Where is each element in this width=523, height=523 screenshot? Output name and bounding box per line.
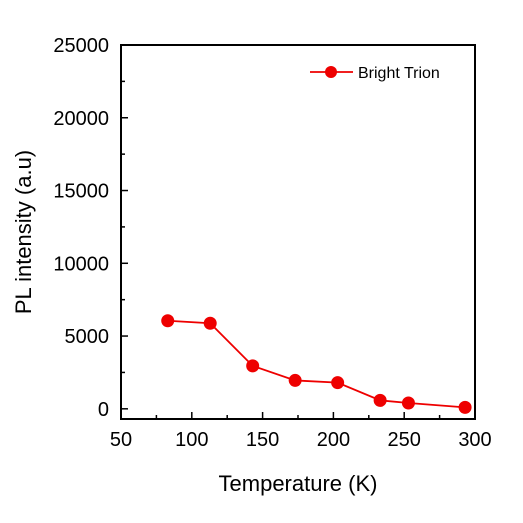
series-layer (161, 314, 472, 414)
legend: Bright Trion (310, 65, 440, 82)
data-point (246, 359, 260, 373)
y-tick-label: 20000 (53, 108, 109, 130)
axis-ticks (120, 44, 476, 419)
legend-marker (325, 66, 337, 78)
x-tick-label: 150 (246, 429, 279, 451)
x-tick-label: 50 (110, 429, 132, 451)
legend-label: Bright Trion (358, 65, 440, 82)
x-tick-label: 100 (175, 429, 208, 451)
y-tick-label: 15000 (53, 181, 109, 203)
x-tick-label: 200 (317, 429, 350, 451)
data-point (401, 396, 415, 410)
plot-frame (120, 44, 476, 420)
y-axis-title: PL intensity (a.u) (11, 150, 36, 314)
data-point (458, 400, 472, 414)
data-point (161, 314, 175, 328)
data-point (203, 316, 217, 330)
x-tick-label: 250 (388, 429, 421, 451)
x-tick-label: 300 (458, 429, 491, 451)
data-point (288, 373, 302, 387)
data-point (373, 393, 387, 407)
y-tick-label: 25000 (53, 35, 109, 57)
series-line (167, 319, 466, 409)
y-tick-label: 10000 (53, 253, 109, 275)
tick-labels: 50 100 150 200 250 300 0 5000 10000 15000 20000 250… (53, 35, 491, 451)
y-tick-label: 5000 (65, 326, 110, 348)
x-axis-title: Temperature (K) (219, 471, 378, 496)
y-tick-label: 0 (98, 399, 109, 421)
data-point (331, 376, 345, 390)
